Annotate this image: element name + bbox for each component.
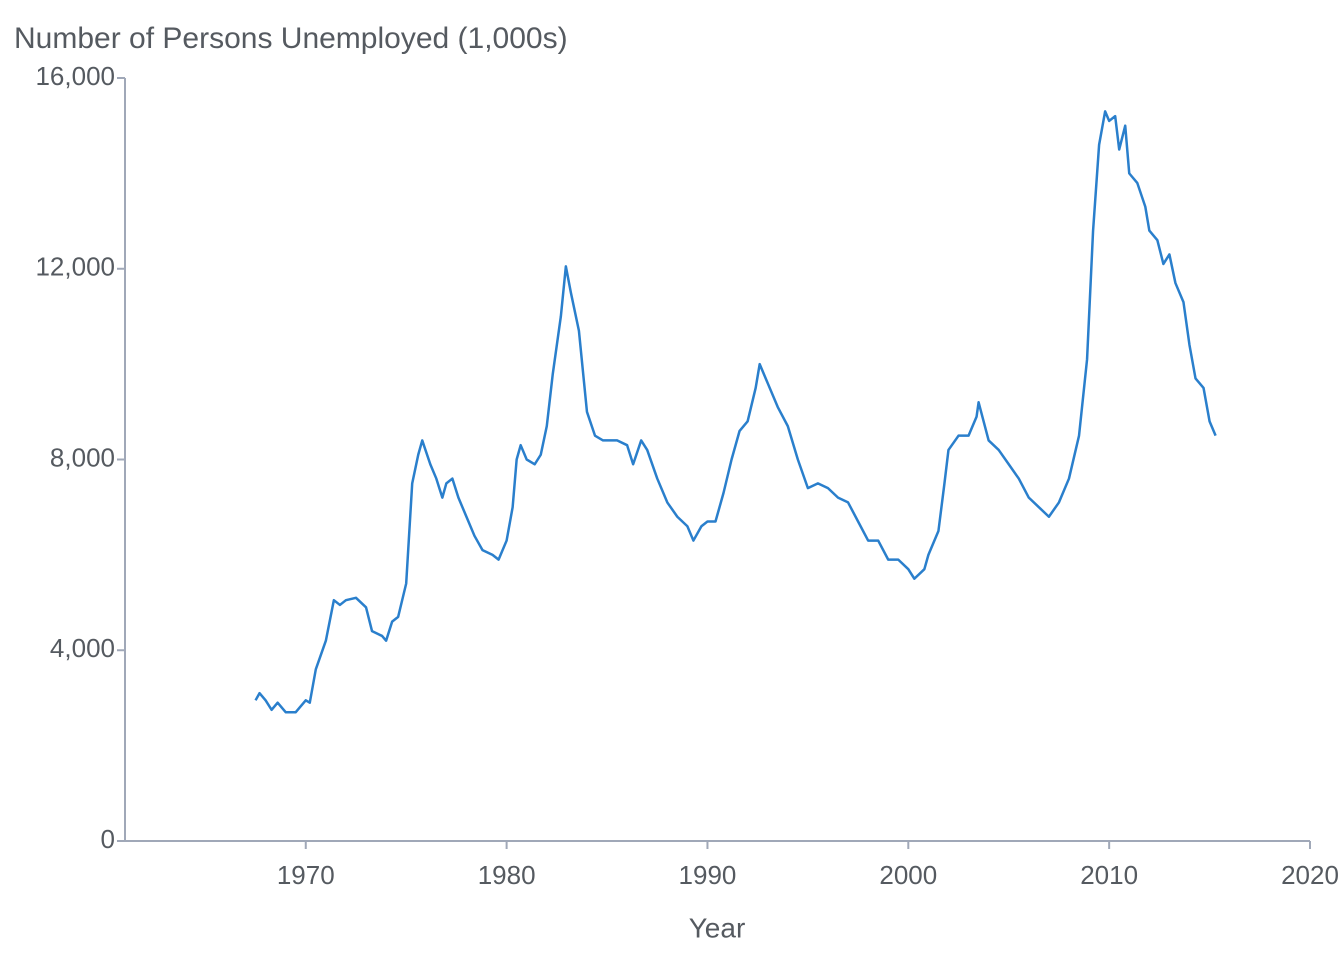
y-tick-label: 4,000 — [50, 633, 115, 663]
data-line — [254, 110, 1217, 714]
x-tick-label: 1990 — [679, 860, 737, 890]
x-tick-label: 2000 — [879, 860, 937, 890]
x-tick-label: 1970 — [277, 860, 335, 890]
y-tick-label: 12,000 — [35, 252, 115, 282]
x-tick-label: 2010 — [1080, 860, 1138, 890]
y-tick-label: 16,000 — [35, 61, 115, 91]
y-tick-label: 8,000 — [50, 442, 115, 472]
x-tick-label: 2020 — [1281, 860, 1339, 890]
x-tick-label: 1980 — [478, 860, 536, 890]
chart-title: Number of Persons Unemployed (1,000s) — [14, 22, 568, 55]
x-axis-label: Year — [689, 912, 746, 943]
y-tick-label: 0 — [101, 824, 115, 854]
